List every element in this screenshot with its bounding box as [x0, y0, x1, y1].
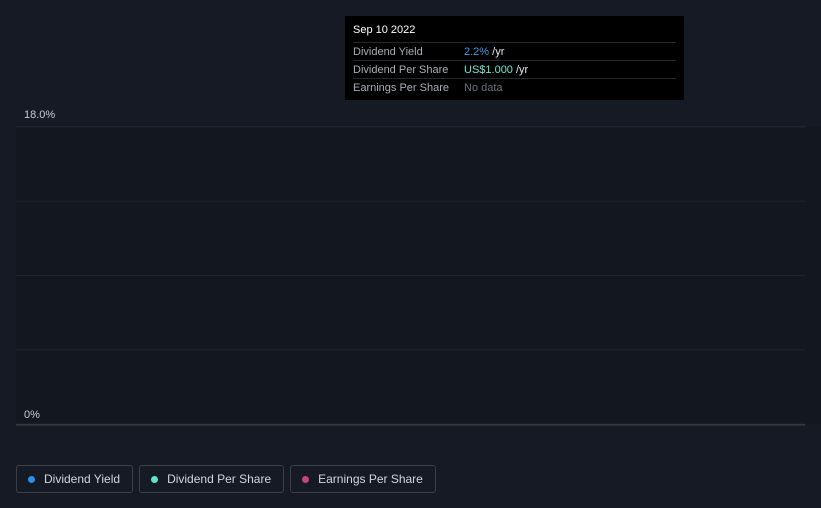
legend-dot-icon	[302, 475, 310, 483]
tooltip-label: Dividend Yield	[353, 45, 423, 58]
tooltip-row-dps: Dividend Per Share US$1.000 /yr	[353, 60, 676, 78]
legend-label: Earnings Per Share	[318, 472, 423, 486]
legend-label: Dividend Yield	[44, 472, 121, 486]
tooltip-value: 2.2% /yr	[464, 46, 504, 58]
y-tick-label: 18.0%	[24, 109, 55, 121]
tooltip-row-yield: Dividend Yield 2.2% /yr	[353, 42, 676, 60]
axis-labels: 18.0%0%201220132014201520162017201820192…	[24, 109, 55, 421]
tooltip-yield-value: 2.2%	[464, 45, 490, 58]
tooltip-dps-value: US$1.000	[464, 63, 513, 76]
tooltip-unit: /yr	[489, 45, 505, 58]
legend-dot-icon	[28, 475, 35, 483]
legend-label: Dividend Per Share	[167, 472, 272, 486]
tooltip-label: Earnings Per Share	[353, 81, 449, 94]
tooltip-date: Sep 10 2022	[353, 24, 416, 36]
legend-item-earnings-per-share[interactable]: Earnings Per Share	[290, 465, 436, 493]
history-region	[16, 127, 821, 424]
tooltip-label: Dividend Per Share	[353, 63, 449, 76]
legend-item-dividend-yield[interactable]: Dividend Yield	[16, 465, 134, 493]
y-tick-label: 0%	[24, 409, 40, 421]
gridlines	[16, 126, 805, 426]
chart-tooltip: Sep 10 2022 Dividend Yield 2.2% /yr Divi…	[345, 16, 684, 100]
tooltip-unit: /yr	[512, 63, 529, 76]
legend-item-dividend-per-share[interactable]: Dividend Per Share	[139, 465, 285, 493]
chart-legend: Dividend Yield Dividend Per Share Earnin…	[16, 465, 436, 493]
tooltip-eps-value: No data	[464, 81, 503, 94]
tooltip-row-eps: Earnings Per Share No data	[353, 78, 676, 96]
region-layer: PastAnalysts Forecasts	[16, 127, 821, 424]
legend-dot-icon	[151, 475, 159, 483]
tooltip-value: US$1.000 /yr	[464, 64, 528, 76]
